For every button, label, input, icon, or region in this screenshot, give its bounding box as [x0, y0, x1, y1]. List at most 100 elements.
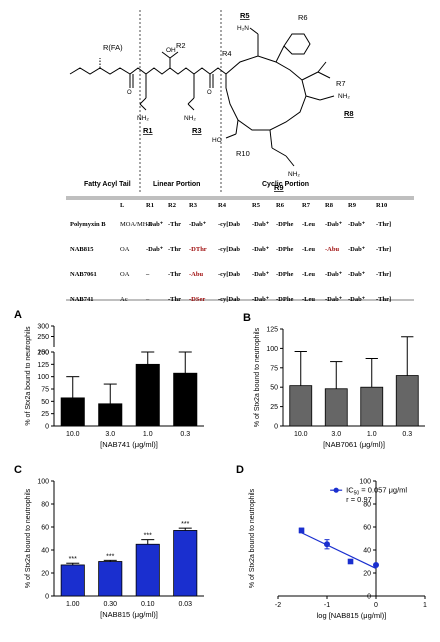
y-tick-label: 0 [367, 594, 371, 601]
table-cell: -DPhe [276, 271, 293, 278]
bar [324, 388, 348, 427]
table-cell: -Dab⁺ [252, 221, 270, 228]
data-point [373, 561, 379, 568]
fatty-acyl-chain [69, 67, 227, 75]
x-tick-label: 1.00 [66, 601, 80, 608]
x-tick-label: 0.03 [178, 601, 192, 608]
table-cell: -cy[Dab [218, 221, 240, 228]
legend-ic50: IC50 = 0.057 μg/ml [346, 486, 407, 497]
y-tick-label: 40 [41, 548, 49, 555]
table-row-label: Polymyxin B [70, 221, 106, 228]
table-cell: -Leu [302, 296, 315, 303]
y-tick-label: 50 [41, 399, 49, 406]
table-cell: -Leu [302, 221, 315, 228]
x-tick-label: 0.3 [180, 431, 190, 438]
bar [98, 561, 123, 597]
legend-ic50-value: = 0.057 μg/ml [359, 486, 407, 495]
legend-marker [333, 487, 339, 493]
label-r9: R9 [274, 183, 284, 192]
y-tick-label: 75 [270, 365, 278, 372]
table-header-cell: R7 [302, 202, 311, 209]
table-header-cell: R2 [168, 202, 176, 209]
table-cell: – [145, 296, 150, 303]
group-r1-nh2: NH₂ [137, 115, 149, 122]
group-carbonyl: O [127, 90, 132, 96]
table-cell: -Dab⁺ [252, 271, 270, 278]
y-tick-label: 150 [37, 350, 49, 357]
table-header-cell: R3 [189, 202, 198, 209]
region-linear-portion: Linear Portion [153, 181, 200, 188]
y-tick-label: 20 [41, 571, 49, 578]
polymyxin-structure: NH₂ NH₂ OH H₂N NH₂ NH₂ HO O O R(FA) R1 R… [69, 10, 354, 192]
table-cell: -Thr] [376, 296, 391, 303]
bar [135, 363, 160, 427]
y-tick-label: 200 [37, 350, 49, 357]
x-tick-label: 10.0 [294, 431, 308, 438]
table-header-cell: R9 [348, 202, 357, 209]
table-header-cell: R5 [252, 202, 261, 209]
panel-label: D [236, 464, 244, 476]
y-axis-label: % of Stx2a bound to neutrophils [249, 488, 256, 588]
table-cell: MOA/MHA [120, 221, 152, 228]
y-tick-label: 25 [41, 411, 49, 418]
y-tick-label: 100 [37, 479, 49, 486]
table-cell: -Dab⁺ [325, 271, 343, 278]
x-axis-label: log [NAB815 (μg/ml)] [317, 611, 387, 620]
table-row-label: NAB815 [70, 246, 94, 253]
table-cell: -Thr [168, 221, 181, 228]
data-point [298, 527, 305, 534]
y-tick-label: 75 [41, 387, 49, 394]
panel-d-chart: D 0 20 40 60 80 100 -2 -1 0 1 IC50 = 0.057 μg/mlr =… [236, 464, 427, 620]
table-cell: -Dab⁺ [189, 221, 207, 228]
panel-label: B [243, 312, 251, 324]
table-cell: -DSer [189, 296, 205, 303]
x-tick-label: -2 [275, 602, 281, 609]
significance-label: *** [69, 556, 77, 563]
label-r3: R3 [192, 126, 202, 135]
table-header-cell: R10 [376, 202, 387, 209]
group-r10-oh: HO [212, 137, 222, 144]
x-tick-label: 0 [374, 602, 378, 609]
x-tick-label: 0.30 [103, 601, 117, 608]
bar [360, 386, 384, 427]
y-tick-label: 80 [41, 502, 49, 509]
x-tick-label: 0.3 [402, 431, 412, 438]
significance-label: *** [106, 553, 114, 560]
table-cell: -cy[Dab [218, 271, 240, 278]
table-header-cell: R8 [325, 202, 334, 209]
table-cell: -Dab⁺ [146, 221, 164, 228]
label-r6: R6 [298, 13, 308, 22]
group-r8-nh2: NH₂ [338, 93, 350, 100]
group-r2-oh: OH [166, 47, 176, 54]
y-tick-label: 0 [274, 424, 278, 431]
table-cell: -Dab⁺ [325, 296, 343, 303]
y-tick-label: 0 [45, 424, 49, 431]
bar [289, 385, 313, 427]
table-header-cell: R6 [276, 202, 285, 209]
table-cell: -DThr [189, 246, 207, 253]
table-cell: -Thr [168, 296, 181, 303]
table-cell: -Dab⁺ [348, 221, 366, 228]
x-axis-label: [NAB7061 (μg/ml)] [323, 440, 385, 449]
table-cell: -Leu [302, 246, 315, 253]
significance-label: *** [144, 533, 152, 540]
table-cell: – [145, 271, 150, 278]
y-tick-label: 100 [359, 479, 371, 486]
y-tick-label: 250 [37, 334, 49, 341]
data-point [324, 541, 330, 548]
label-r4: R4 [222, 49, 232, 58]
label-r7: R7 [336, 79, 346, 88]
bar [173, 530, 198, 597]
bar [60, 564, 85, 597]
y-tick-label: 60 [41, 525, 49, 532]
label-r8: R8 [344, 109, 354, 118]
table-cell: -Thr] [376, 221, 391, 228]
x-tick-label: 0.10 [141, 601, 155, 608]
bar [173, 372, 198, 427]
label-r5: R5 [240, 11, 250, 20]
x-axis-label: [NAB741 (μg/ml)] [100, 440, 158, 449]
bar [135, 543, 160, 597]
y-tick-label: 50 [270, 385, 278, 392]
